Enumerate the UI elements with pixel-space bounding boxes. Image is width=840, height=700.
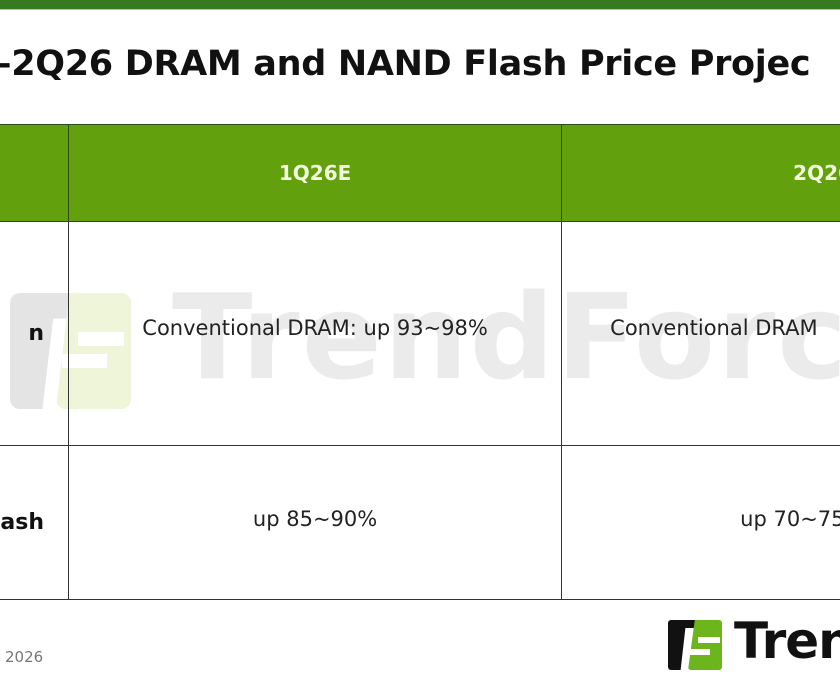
header-cell-1q26e: 1Q26E <box>67 124 563 222</box>
cell-dram-1q26e: Conventional DRAM: up 93~98% <box>67 221 563 446</box>
cell-nand-2q26e: up 70~75% <box>561 445 840 600</box>
cell-dram-2q26e: Conventional DRAM <box>561 221 840 446</box>
table-row-dram: n Conventional DRAM: up 93~98% Conventio… <box>0 221 840 446</box>
trendforce-logo-icon-green <box>688 620 722 670</box>
row-label-dram: n <box>0 221 69 446</box>
row-label-nand-flash: ash <box>0 445 69 600</box>
header-cell-label <box>0 124 69 222</box>
page-title: –2Q26 DRAM and NAND Flash Price Projec <box>0 44 811 84</box>
brand-name: TrendForce <box>734 612 840 670</box>
table-header-row: 1Q26E 2Q26E <box>0 124 840 222</box>
trendforce-brand-logo: TrendForce <box>668 612 840 674</box>
footer-date: 2026 <box>5 648 44 666</box>
table-row-nand-flash: ash up 85~90% up 70~75% <box>0 445 840 600</box>
top-accent-bar <box>0 0 840 10</box>
price-projection-table: 1Q26E 2Q26E n Conventional DRAM: up 93~9… <box>0 124 840 600</box>
header-cell-2q26e: 2Q26E <box>561 124 840 222</box>
cell-nand-1q26e: up 85~90% <box>67 445 563 600</box>
